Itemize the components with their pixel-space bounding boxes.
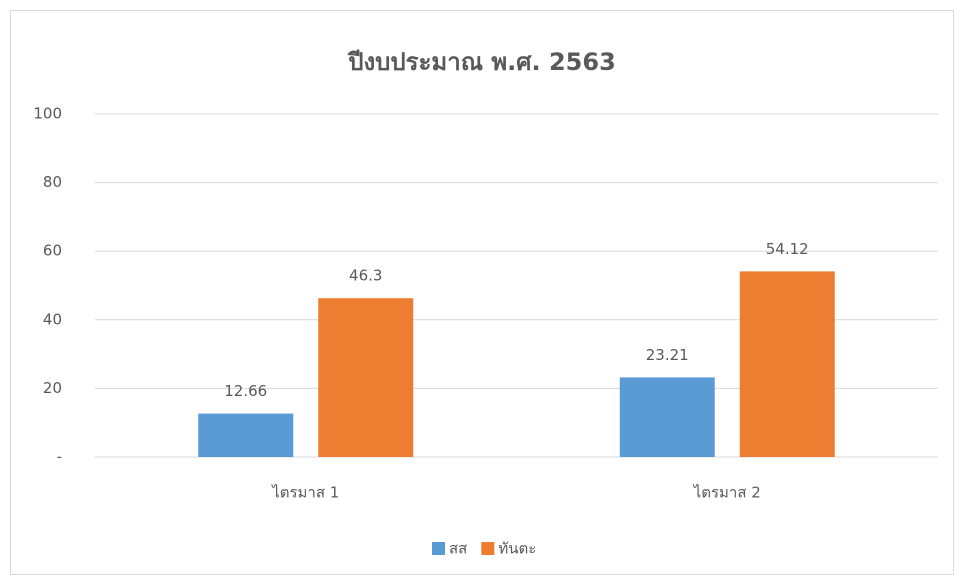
y-tick-label: 60 xyxy=(43,242,62,260)
legend-label: ทันตะ xyxy=(498,540,536,558)
y-tick-label: 20 xyxy=(43,379,62,397)
data-label: 12.66 xyxy=(224,382,267,400)
data-label: 23.21 xyxy=(646,346,689,364)
data-label: 54.12 xyxy=(766,240,809,258)
bar xyxy=(739,271,835,457)
legend-swatch xyxy=(481,542,495,555)
y-tick-label: 40 xyxy=(43,310,62,328)
y-tick-label: 100 xyxy=(33,105,62,123)
data-label: 46.3 xyxy=(349,267,382,285)
y-tick-label: - xyxy=(57,448,62,466)
bar xyxy=(318,298,414,457)
x-tick-label: ไตรมาส 2 xyxy=(693,484,761,502)
y-tick-label: 80 xyxy=(43,173,62,191)
legend-label: สส xyxy=(449,540,467,558)
bar xyxy=(198,413,294,457)
chart-title: ปีงบประมาณ พ.ศ. 2563 xyxy=(347,48,616,76)
bar xyxy=(619,377,715,457)
legend-swatch xyxy=(432,542,445,555)
x-tick-label: ไตรมาส 1 xyxy=(271,484,339,502)
